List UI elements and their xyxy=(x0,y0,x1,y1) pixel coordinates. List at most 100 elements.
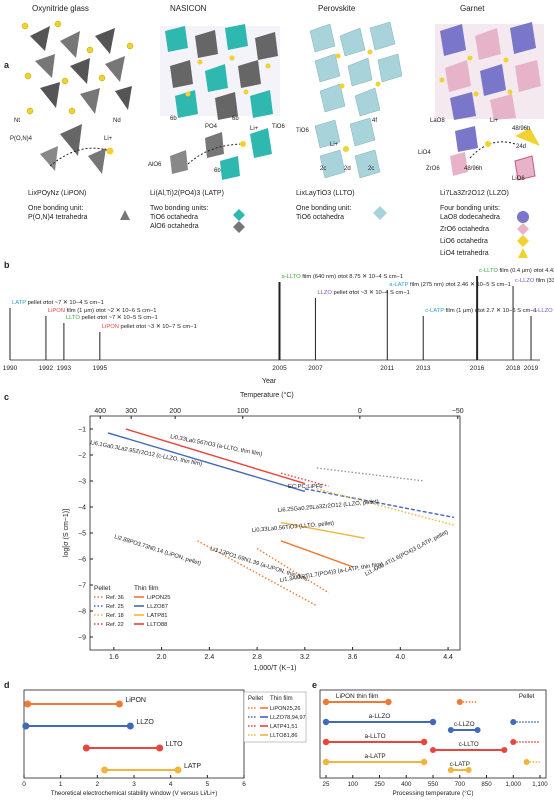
process-bar-end xyxy=(385,698,392,706)
timeline-event-material: LiPON xyxy=(48,308,65,314)
timeline-event-detail: pellet σtot ~3 ✕ 10−7 S cm−1 xyxy=(119,324,197,330)
x-tick-label: 1.6 xyxy=(109,654,119,661)
llto-structure xyxy=(309,21,403,117)
latp-formula: Li(Al,Ti)2(PO4)3 (LATP) xyxy=(150,190,224,197)
llzo-unit-1: ZrO6 octahedra xyxy=(440,226,490,233)
timeline-event-material: a-LLTO xyxy=(281,274,301,280)
process-bar-label: a-LATP xyxy=(364,753,385,760)
timeline-event-label: a-LATP film (275 nm) σtot 2.46 ✕ 10−5 S … xyxy=(389,282,511,288)
lipon-label-nd: Nd xyxy=(113,118,121,124)
panel-c-letter: c xyxy=(4,392,10,402)
panel-c-top-axis-label: Temperature (°C) xyxy=(240,392,294,399)
process-pellet-start xyxy=(523,759,530,765)
panel-d-legend-entry: LLTO81,86 xyxy=(270,733,297,739)
process-pellet-start xyxy=(456,699,463,705)
llzo-unit-3: LiO4 tetrahedra xyxy=(440,250,489,257)
llzo-detail xyxy=(450,126,540,181)
stability-bar-label: LATP xyxy=(184,763,201,770)
llzo-unit-2: LiO6 octahedra xyxy=(440,238,488,245)
llzo-unit-title: Four bonding units: xyxy=(440,205,500,212)
timeline-year-tick: 1995 xyxy=(93,365,108,372)
y-tick-label: −5 xyxy=(78,531,86,538)
timeline-event-label: LLZO pellet σtot ~3 ✕ 10−4 S cm−1 xyxy=(317,290,409,296)
legend-pellet-ref: Ref. 25 xyxy=(106,604,124,610)
panel-d-x-tick-label: 3 xyxy=(132,781,136,788)
llto-label-2c-2: 2c xyxy=(368,166,375,172)
process-extra-start xyxy=(447,767,454,773)
annotation-label: Li6.25Ga0.25La3Zr2O12 (LLZO, pellet) xyxy=(278,499,379,514)
processing-temperature-chart: LiPON thin film a-LLZO c-LLZO a-LLTO c-LLTO a… xyxy=(319,689,548,797)
process-extra-label: c-LLZO xyxy=(454,721,475,728)
timeline-event-material: LLZO xyxy=(317,290,332,296)
top-tick-label: 0 xyxy=(358,408,362,415)
lipon-structure xyxy=(30,26,132,114)
llzo-label-4896-2: 48/96h xyxy=(464,166,483,172)
panel-d-xlabel: Theoretical electrochemical stability wi… xyxy=(51,790,218,797)
timeline-event-label: a-LLTO film (640 nm) σtot 8.75 ✕ 10−4 S … xyxy=(281,274,403,280)
top-tick-label: 100 xyxy=(237,408,249,415)
process-extra-label: c-LATP xyxy=(450,761,470,768)
lipon-unit-title: One bonding unit: xyxy=(28,205,84,212)
series-line xyxy=(316,488,455,526)
timeline-event-label: a-LLZO film (300 nm) σtot 2.39 ✕ 10−6 S … xyxy=(533,308,554,314)
panel-d-x-tick-label: 1 xyxy=(59,781,63,788)
panel-a-letter: a xyxy=(4,60,10,70)
latp-label-tio6: TiO6 xyxy=(272,124,285,130)
crystal-structures-illustration xyxy=(21,20,544,181)
x-tick-label: 3.6 xyxy=(348,654,358,661)
llzo-label-24d: 24d xyxy=(516,144,527,150)
series-line xyxy=(256,548,330,594)
legend-pellet-ref: Ref. 36 xyxy=(106,595,124,601)
legend-film-entry: LLZO87 xyxy=(147,604,168,610)
timeline-event-detail: film (0.4 μm) σtot 4.42 ✕ 10−6 S cm−1 xyxy=(498,268,554,274)
llto-unit-title: One bonding unit: xyxy=(296,205,352,212)
timeline-xlabel: Year xyxy=(262,378,277,385)
panel-e-x-tick-label: 400 xyxy=(401,781,412,788)
series-line xyxy=(316,467,425,482)
panel-e-xlabel: Processing temperature (°C) xyxy=(392,789,473,797)
timeline-event-detail: film (640 nm) σtot 8.75 ✕ 10−4 S cm−1 xyxy=(301,274,404,280)
series-line xyxy=(304,488,455,519)
panel-e-frame xyxy=(319,689,547,779)
panel-e-letter: e xyxy=(312,680,318,690)
y-tick-label: −3 xyxy=(78,479,86,486)
octahedron-pink-icon xyxy=(517,223,529,235)
process-extra-end xyxy=(501,747,508,753)
panel-d-legend-pellet-title: Pellet xyxy=(248,696,263,702)
octahedron-yellow-icon xyxy=(517,235,529,247)
panel-d-x-tick-label: 4 xyxy=(169,781,173,788)
stability-bar-end xyxy=(174,766,182,774)
x-axis-label: 1,000/T (K−1) xyxy=(254,665,297,672)
process-bar-start xyxy=(322,758,330,766)
latp-label-6b-3: 6b xyxy=(214,168,221,174)
col-title-garnet: Garnet xyxy=(460,4,485,13)
timeline-year-tick: 2005 xyxy=(272,365,287,372)
process-extra-label: c-LLTO xyxy=(459,741,479,748)
timeline-event-detail: film (330 nm) σtot 2.9 ✕ 10−6 S cm−1 xyxy=(534,278,554,284)
legend-film-entry: LLTO88 xyxy=(147,622,167,628)
latp-label-po4: PO4 xyxy=(205,124,218,130)
stability-bar-end xyxy=(156,744,164,752)
llto-label-li: Li+ xyxy=(330,142,339,148)
top-tick-label: −50 xyxy=(452,408,464,415)
llzo-unit-0: LaO8 dodecahedra xyxy=(440,214,500,221)
process-bar-start xyxy=(322,738,330,746)
dodecahedron-purple-icon xyxy=(517,211,529,223)
llzo-label-li: Li+ xyxy=(490,118,499,124)
annotation-label: Li0.33La0.56TiO3 (LLTO, pellet) xyxy=(252,521,335,534)
y-tick-label: −1 xyxy=(78,427,86,434)
process-bar-label: a-LLTO xyxy=(365,733,386,740)
llzo-label-lio6: LiO6 xyxy=(512,176,525,182)
legend-pellet-title: Pellet xyxy=(94,585,110,592)
arrhenius-chart: 1.6 2.0 2.4 2.8 3.2 3.6 4.0 4.4 −1 −2 −3 −4 −5 −6 −7 −8… xyxy=(63,408,464,672)
llzo-label-lao8: LaO8 xyxy=(430,118,445,124)
stability-bar-label: LLZO xyxy=(136,719,154,726)
latp-unit-title: Two bonding units: xyxy=(150,205,209,212)
process-extra-end xyxy=(474,727,481,733)
timeline-event-detail: film (1 μm) σtot ~2 ✕ 10−6 S cm−1 xyxy=(65,308,157,314)
legend-pellet-ref: Ref. 18 xyxy=(106,613,124,619)
process-extra-end xyxy=(465,767,472,773)
timeline-event-label: LLTO pellet σtot ~7 ✕ 10−5 S cm−1 xyxy=(66,315,158,321)
timeline-event-material: c-LLTO xyxy=(479,268,498,274)
timeline-event-detail: pellet σtot ~7 ✕ 10−4 S cm−1 xyxy=(26,300,104,306)
